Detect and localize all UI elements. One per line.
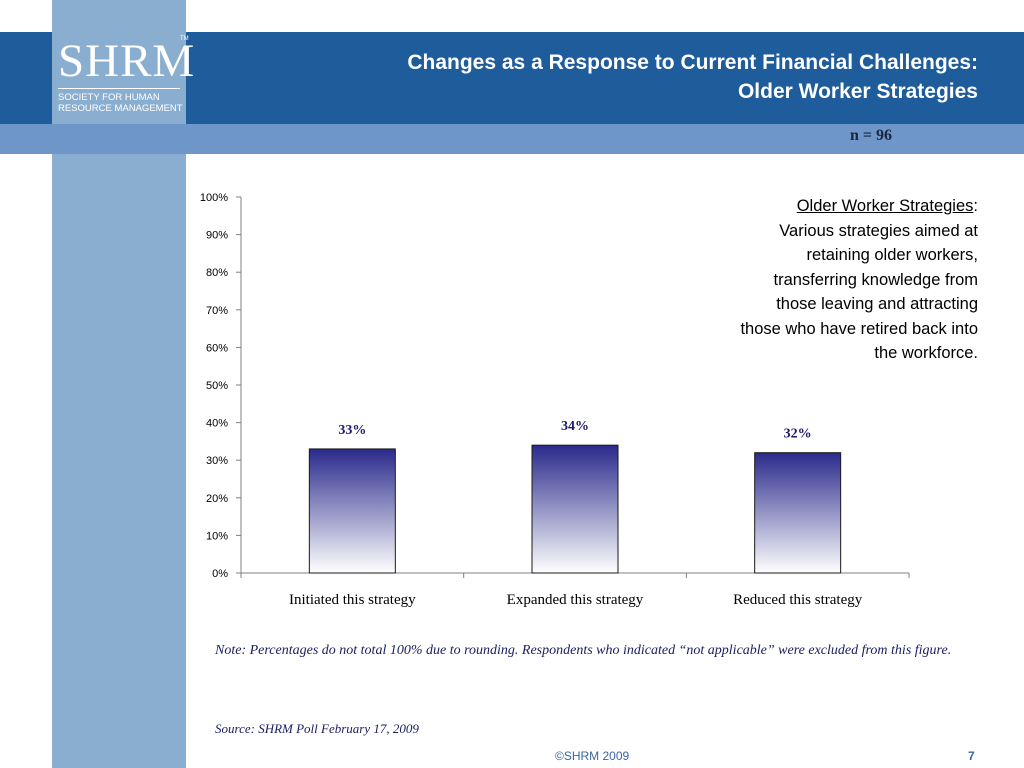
y-tick-label: 0% — [212, 568, 228, 580]
logo-divider — [58, 88, 180, 89]
slide-title-line1: Changes as a Response to Current Financi… — [407, 51, 978, 74]
chart-source: Source: SHRM Poll February 17, 2009 — [215, 721, 419, 736]
sample-size: n = 96 — [850, 127, 893, 144]
category-label: Expanded this strategy — [507, 592, 644, 608]
logo-tagline-line2: Resource Management — [58, 103, 183, 114]
y-tick-label: 50% — [206, 380, 228, 392]
category-label: Reduced this strategy — [733, 592, 863, 608]
bar — [754, 452, 842, 574]
callout-line: Various strategies aimed at — [779, 221, 978, 240]
y-tick-label: 40% — [206, 418, 228, 430]
slide-title: Changes as a Response to Current Financi… — [238, 48, 978, 106]
page-number: 7 — [968, 749, 975, 763]
callout-line: retaining older workers, — [806, 246, 979, 264]
logo-tagline: Society for Human Resource Management — [58, 92, 184, 114]
callout-line: those leaving and attracting — [776, 295, 978, 313]
slide-title-line2: Older Worker Strategies — [737, 80, 978, 103]
chart-note: Note: Percentages do not total 100% due … — [215, 643, 952, 658]
subheader-band — [0, 124, 1024, 154]
category-label: Initiated this strategy — [289, 592, 416, 608]
y-tick-label: 70% — [206, 305, 228, 317]
y-tick-label: 80% — [206, 267, 228, 279]
y-tick-label: 90% — [206, 230, 228, 242]
y-tick-label: 100% — [200, 192, 228, 204]
logo-trademark: TM — [180, 36, 189, 42]
logo-tagline-line1: Society for Human — [58, 92, 160, 103]
y-tick-label: 10% — [206, 530, 228, 542]
callout-line: the workforce. — [874, 344, 978, 362]
data-label: 32% — [784, 427, 812, 442]
y-tick-label: 60% — [206, 342, 228, 354]
callout-colon: : — [973, 197, 978, 215]
data-label: 33% — [338, 423, 366, 438]
y-tick-label: 20% — [206, 493, 228, 505]
shrm-logo: SHRM TM Society for Human Resource Manag… — [52, 32, 196, 124]
data-label: 34% — [561, 419, 589, 434]
bar — [308, 448, 396, 574]
callout-line: transferring knowledge from — [773, 270, 978, 289]
callout-heading: Older Worker Strategies — [796, 197, 974, 215]
y-tick-label: 30% — [206, 455, 228, 467]
logo-letters: SHRM — [58, 35, 196, 87]
footer-copyright: ©SHRM 2009 — [555, 749, 630, 763]
strategy-definition: Older Worker Strategies: Various strateg… — [660, 194, 978, 366]
callout-line: those who have retired back into — [740, 319, 978, 338]
bar — [531, 444, 619, 574]
